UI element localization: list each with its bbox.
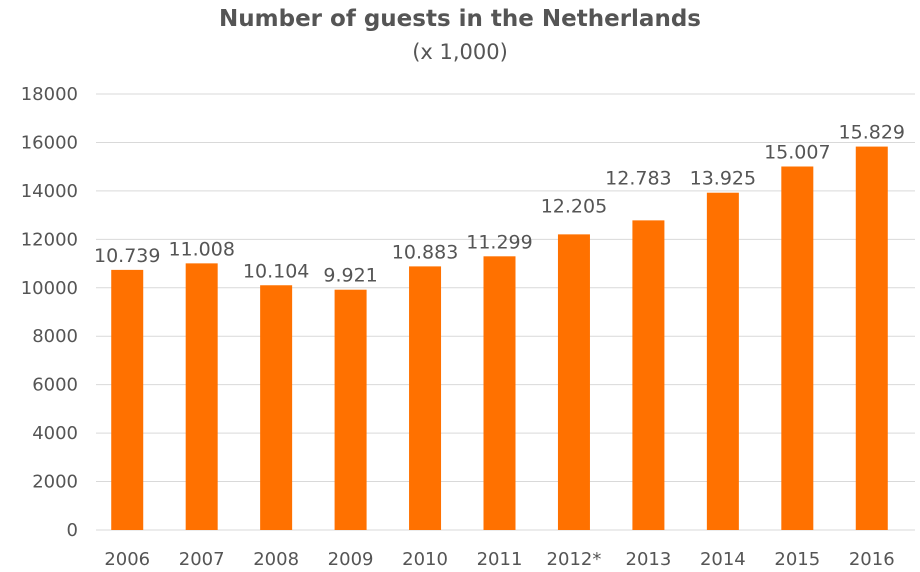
bar [706, 192, 739, 530]
y-tick-label: 0 [67, 520, 78, 541]
x-tick-label: 2009 [328, 549, 374, 570]
x-tick-label: 2016 [849, 549, 895, 570]
data-label: 10.883 [392, 241, 458, 263]
x-tick-label: 2010 [402, 549, 448, 570]
data-label: 11.299 [466, 231, 532, 253]
chart-subtitle: (x 1,000) [412, 40, 508, 64]
bar [855, 146, 888, 531]
bar [260, 285, 293, 530]
y-tick-label: 18000 [21, 84, 78, 105]
x-tick-label: 2011 [477, 549, 523, 570]
data-label: 13.925 [690, 168, 756, 190]
data-label: 10.104 [243, 260, 309, 282]
y-axis-ticks: 0 2000 4000 6000 8000 10000 12000 14000 16000 180… [21, 84, 78, 541]
data-label: 10.739 [94, 245, 160, 267]
y-tick-label: 10000 [21, 278, 78, 299]
data-label: 12.783 [605, 167, 671, 189]
x-tick-label: 2008 [253, 549, 299, 570]
y-tick-label: 8000 [32, 326, 78, 347]
data-label: 12.205 [541, 195, 607, 217]
x-tick-label: 2012* [547, 549, 602, 570]
y-tick-label: 16000 [21, 132, 78, 153]
y-tick-label: 2000 [32, 472, 78, 493]
y-tick-label: 4000 [32, 423, 78, 444]
data-label: 9.921 [323, 265, 377, 287]
chart-title: Number of guests in the Netherlands [219, 6, 701, 32]
data-label: 15.007 [764, 141, 830, 163]
y-tick-label: 14000 [21, 181, 78, 202]
data-label: 11.008 [168, 238, 234, 260]
x-axis-ticks: 2006 2007 2008 2009 2010 2011 2012* 2013 2014 201… [104, 549, 894, 570]
bar [781, 166, 814, 530]
x-tick-label: 2013 [626, 549, 672, 570]
data-label: 15.829 [839, 122, 905, 144]
x-tick-label: 2007 [179, 549, 225, 570]
x-tick-label: 2006 [104, 549, 150, 570]
bar [557, 234, 590, 530]
x-tick-label: 2015 [774, 549, 820, 570]
y-tick-label: 6000 [32, 375, 78, 396]
bar [483, 256, 516, 530]
bar [632, 220, 665, 530]
bar [334, 289, 367, 530]
bar [409, 266, 442, 530]
y-tick-label: 12000 [21, 229, 78, 250]
data-labels: 10.739 11.008 10.104 9.921 10.883 11.299 12.20… [94, 122, 905, 287]
bars [111, 146, 888, 531]
bar [185, 263, 218, 530]
x-tick-label: 2014 [700, 549, 746, 570]
bar [111, 269, 144, 530]
